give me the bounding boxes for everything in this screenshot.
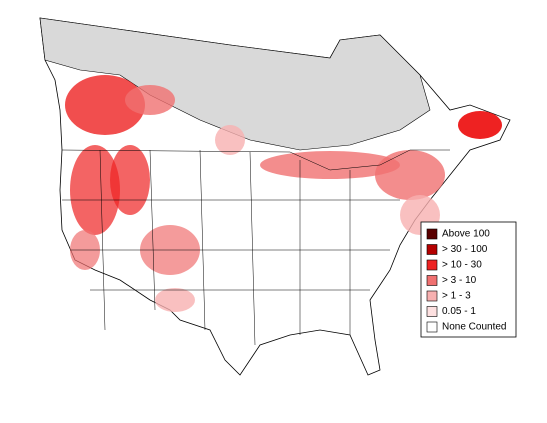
legend-swatch [426, 228, 438, 240]
legend-swatch [426, 306, 438, 317]
no-data-region [39, 17, 431, 151]
legend: Above 100 > 30 - 100 > 10 - 30 > 3 - 10 > 1 … [426, 228, 507, 333]
legend-swatch [426, 259, 438, 271]
legend-label: > 1 - 3 [442, 291, 471, 302]
borders [61, 149, 450, 346]
legend-swatch [426, 290, 438, 302]
legend-label: > 30 - 100 [442, 244, 488, 255]
legend-label: None Counted [442, 322, 507, 333]
legend-label: > 10 - 30 [442, 260, 482, 271]
legend-label: Above 100 [442, 229, 490, 240]
legend-label: > 3 - 10 [442, 275, 477, 286]
legend-box [420, 221, 517, 338]
legend-swatch [426, 275, 438, 286]
legend-swatch [426, 244, 438, 255]
legend-swatch [426, 321, 438, 333]
legend-label: 0.05 - 1 [442, 306, 476, 317]
